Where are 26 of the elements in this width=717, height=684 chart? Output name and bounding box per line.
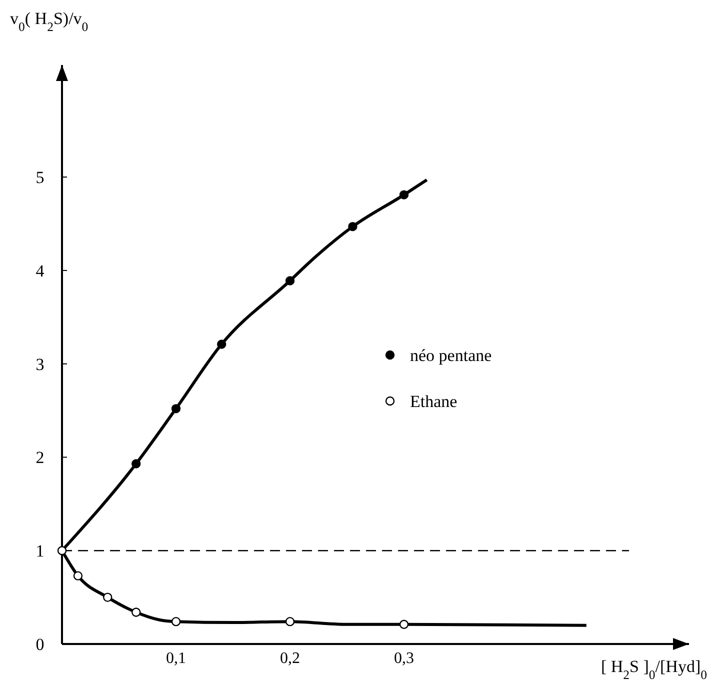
legend-label: néo pentane [410,346,492,365]
y-tick-label: 3 [36,354,44,374]
point [57,546,67,556]
x-tick-label: 0,3 [394,650,414,667]
point [73,571,83,580]
x-axis-title: [ H$_{2}$S ]$_{0}$/[Hyd]$_{0}$ [600,657,707,682]
point [399,620,409,629]
point [132,459,141,468]
y-tick-label: 4 [36,261,45,280]
y-tick-label: 1 [36,542,44,561]
y-tick-label: 5 [36,168,44,188]
x-tick-label: 0,1 [166,650,186,667]
point [348,222,358,232]
y-tick-label: 0 [36,634,44,654]
point [285,616,295,626]
legend-label: Ethane [410,392,458,411]
point [171,404,181,414]
point [132,608,141,617]
y-axis-title: v$_{0}$( H$_{2}$S)/v$_{0}$ [10,9,88,34]
x-tick-label: 0,2 [280,650,300,667]
point [399,190,409,200]
point [217,340,226,349]
point [103,592,112,602]
point [171,616,181,626]
point [285,276,295,286]
y-tick-label: 2 [36,448,44,468]
